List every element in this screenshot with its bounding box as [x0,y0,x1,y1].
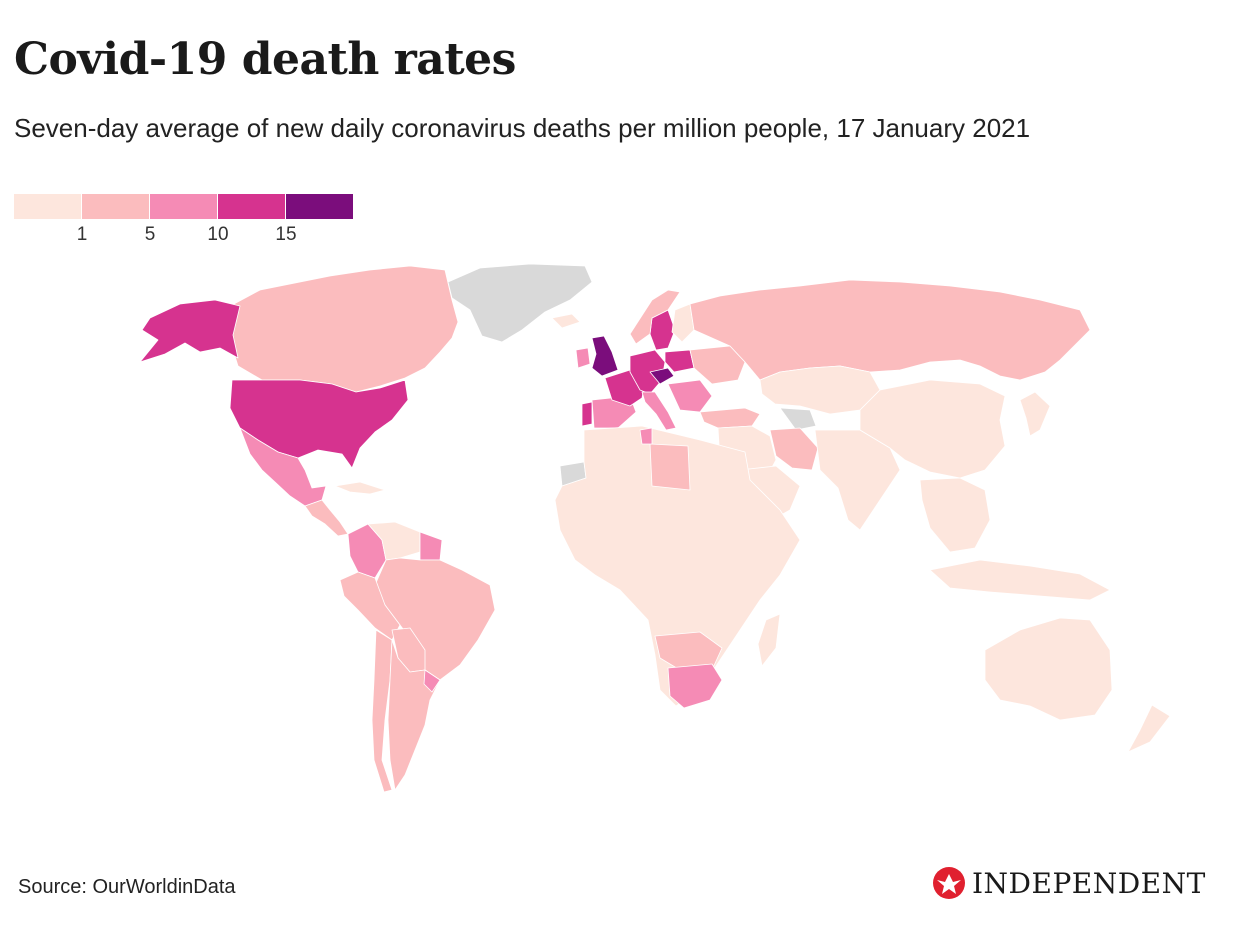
region-canada [227,265,459,393]
region-indonesia [929,559,1111,601]
legend-bar [14,194,353,219]
region-central-america [304,499,349,537]
region-caribbean [334,481,386,495]
region-russia [689,279,1091,381]
legend-tick-15: 15 [275,224,297,245]
region-china [859,379,1006,479]
brand-name: INDEPENDENT [972,866,1206,900]
region-guianas [419,531,443,561]
region-new-zealand [1127,704,1171,753]
region-italy [641,391,677,431]
region-libya [649,443,691,491]
region-balkans [667,379,713,413]
region-central-europe [629,349,666,395]
region-africa [554,425,801,707]
publisher-brand: INDEPENDENT [932,866,1206,900]
region-japan [1019,391,1051,437]
region-greenland [447,263,593,343]
region-southeast-asia [919,477,991,553]
region-turkey [699,407,761,429]
region-iran [769,427,819,471]
legend-swatch-2 [150,194,217,219]
region-tunisia [639,427,653,445]
region-venezuela [367,521,421,561]
region-czechia [649,367,675,385]
world-map [139,263,1171,793]
region-south-africa [667,663,723,709]
legend-swatch-1 [82,194,149,219]
region-iceland [551,313,581,329]
region-portugal [581,401,593,427]
region-alaska [139,299,241,363]
legend-tick-1: 1 [76,224,88,245]
region-australia [984,617,1113,721]
region-kazakhstan [759,365,881,415]
eagle-logo-icon [933,867,965,899]
legend-swatch-3 [218,194,285,219]
region-turkmenistan [779,407,817,431]
legend-tick-5: 5 [144,224,156,245]
legend-swatch-4 [286,194,353,219]
region-uruguay [423,669,441,693]
chart-title: Covid-19 death rates [14,34,516,85]
legend-tick-10: 10 [207,224,229,245]
region-united-kingdom [591,335,619,377]
legend-swatch-0 [14,194,81,219]
region-norway [629,289,681,345]
region-madagascar [757,613,781,667]
region-finland [671,303,695,343]
region-ireland [575,347,591,369]
chart-subtitle: Seven-day average of new daily coronavir… [14,113,1031,143]
region-mexico [239,427,327,507]
region-poland [664,349,695,373]
color-legend: 1 5 10 15 [14,194,354,245]
source-note: Source: OurWorldinData [18,876,236,898]
